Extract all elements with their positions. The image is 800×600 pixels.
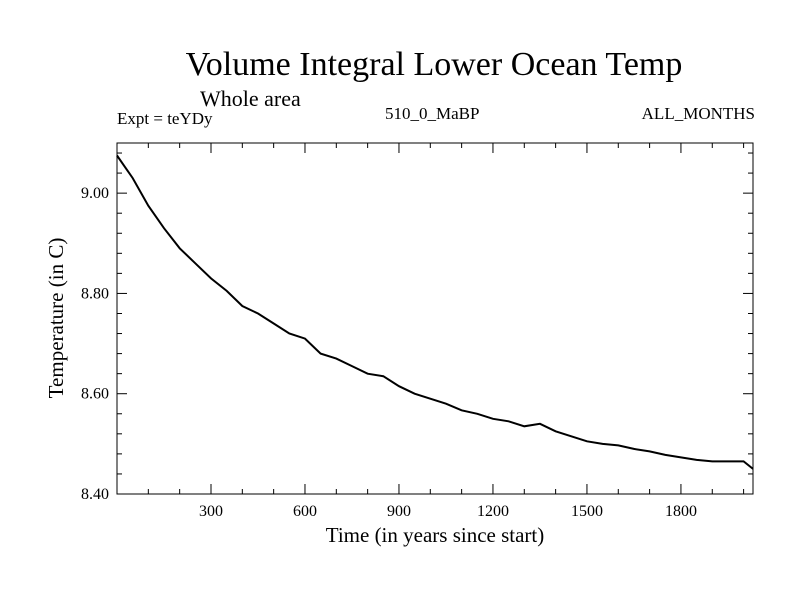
y-tick-label: 8.80 bbox=[81, 285, 109, 302]
chart-title: Volume Integral Lower Ocean Temp bbox=[185, 46, 683, 83]
months-label: ALL_MONTHS bbox=[641, 104, 755, 123]
y-tick-label: 9.00 bbox=[81, 185, 109, 202]
tick-marks bbox=[117, 143, 753, 495]
experiment-label: Expt = teYDy bbox=[117, 109, 213, 128]
plot-frame bbox=[116, 142, 754, 495]
x-tick-label: 600 bbox=[293, 503, 317, 520]
y-axis-label: Temperature (in C) bbox=[44, 238, 68, 399]
run-label: 510_0_MaBP bbox=[385, 104, 480, 123]
x-tick-label: 1800 bbox=[665, 503, 697, 520]
x-tick-label: 300 bbox=[199, 503, 223, 520]
x-tick-label: 1500 bbox=[571, 503, 603, 520]
y-tick-label: 8.40 bbox=[81, 486, 109, 503]
temperature-series-line bbox=[116, 154, 754, 470]
chart-subtitle: Whole area bbox=[200, 86, 301, 111]
y-tick-label: 8.60 bbox=[81, 386, 109, 403]
x-tick-label: 900 bbox=[387, 503, 411, 520]
x-axis-label: Time (in years since start) bbox=[326, 523, 545, 547]
tick-labels: 300 600 900 1200 1500 1800 8.40 8.60 8.80 9.00 bbox=[81, 185, 697, 520]
x-tick-label: 1200 bbox=[477, 503, 509, 520]
